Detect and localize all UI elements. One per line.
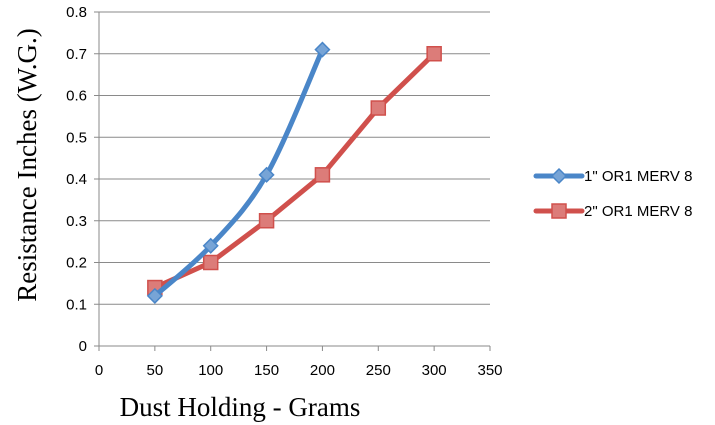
y-tick-label: 0.4 [66, 171, 87, 188]
x-tick-label: 50 [147, 362, 164, 379]
y-tick-label: 0.1 [66, 296, 87, 313]
y-tick-label: 0 [79, 338, 87, 355]
data-point-diamond [202, 237, 219, 254]
x-axis-title: Dust Holding - Grams [120, 392, 361, 422]
y-tick-label: 0.2 [66, 255, 87, 272]
data-point-diamond [314, 41, 331, 58]
y-tick-labels: 0 0.1 0.2 0.3 0.4 0.5 0.6 0.7 0.8 [66, 4, 87, 355]
axes [94, 11, 491, 351]
series-lines [146, 41, 442, 304]
data-point-square [202, 254, 219, 271]
x-tick-label: 350 [477, 362, 502, 379]
legend-marker-diamond [550, 167, 568, 185]
legend-label: 1" OR1 MERV 8 [584, 168, 692, 185]
legend: 1" OR1 MERV 8 2" OR1 MERV 8 [533, 167, 692, 220]
legend-marker-square [551, 203, 567, 219]
data-point-diamond [258, 166, 275, 183]
y-tick-label: 0.7 [66, 46, 87, 63]
x-tick-label: 250 [366, 362, 391, 379]
legend-item: 2" OR1 MERV 8 [533, 203, 692, 220]
series-square-group [147, 46, 442, 296]
y-tick-label: 0.3 [66, 213, 87, 230]
data-point-square [370, 100, 387, 116]
series-diamond-group [146, 41, 331, 304]
x-tick-labels: 0 50 100 150 200 250 300 350 [95, 362, 503, 379]
x-tick-label: 0 [95, 362, 103, 379]
legend-label: 2" OR1 MERV 8 [584, 203, 692, 220]
y-tick-label: 0.5 [66, 129, 87, 146]
data-point-diamond [146, 287, 163, 304]
y-tick-label: 0.6 [66, 88, 87, 105]
gridlines [99, 11, 490, 305]
series-line [152, 51, 437, 291]
x-tick-label: 200 [310, 362, 335, 379]
data-point-square [426, 46, 442, 62]
y-tick-label: 0.8 [66, 4, 87, 21]
series-line [152, 47, 325, 299]
y-axis-title: Resistance Inches (W.G.) [12, 28, 42, 301]
legend-item: 1" OR1 MERV 8 [533, 167, 692, 185]
x-tick-label: 300 [422, 362, 447, 379]
x-tick-label: 150 [254, 362, 279, 379]
data-point-square [314, 167, 331, 183]
x-tick-label: 100 [198, 362, 223, 379]
data-point-square [258, 213, 275, 229]
